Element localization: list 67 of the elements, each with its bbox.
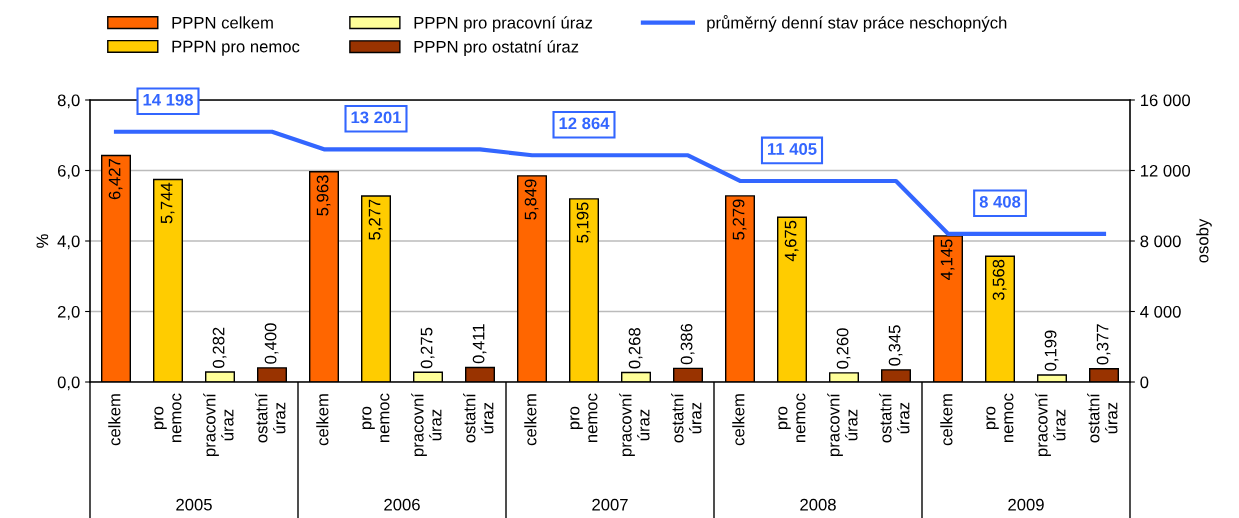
data-label: 5,963 <box>316 175 331 216</box>
y2-tick-label: 12 000 <box>1140 164 1191 177</box>
data-label: 0,345 <box>888 325 903 366</box>
legend-label: PPPN pro nemoc <box>172 40 300 56</box>
x-tick-label: celkem <box>108 394 121 446</box>
x-tick-label: pro nemoc <box>362 393 390 443</box>
x-tick-label: pro nemoc <box>986 393 1014 443</box>
data-label: 5,279 <box>732 199 747 240</box>
legend-label: PPPN celkem <box>172 16 273 29</box>
x-tick-label: pracovní úraz <box>1035 393 1066 456</box>
x-tick-label: celkem <box>316 394 329 446</box>
data-label: 0,411 <box>472 324 487 364</box>
x-tick-label: ostatní úraz <box>463 393 494 443</box>
legend-label: PPPN pro pracovní úraz <box>414 16 593 32</box>
data-label: 6,427 <box>108 159 123 200</box>
x-tick-label: ostatní úraz <box>1087 393 1118 443</box>
y-tick-label: 6,0 <box>57 164 80 179</box>
x-tick-label: celkem <box>524 394 537 446</box>
data-label: 0,400 <box>264 323 279 364</box>
x-tick-label: celkem <box>940 394 953 446</box>
data-label: 4,145 <box>940 239 955 281</box>
x-tick-label: pracovní úraz <box>203 393 234 456</box>
y-tick-label: 2,0 <box>57 305 80 320</box>
data-label: 13 201 <box>351 111 402 124</box>
data-label: 8 408 <box>979 195 1021 208</box>
x-tick-label: pro nemoc <box>154 393 182 443</box>
data-label: 11 405 <box>768 143 817 155</box>
legend-label: průměrný denní stav práce neschopných <box>707 15 1007 32</box>
x-tick-label: ostatní úraz <box>671 393 702 443</box>
y-tick-label: 0,0 <box>57 376 80 391</box>
data-label: 0,199 <box>1044 330 1059 371</box>
data-label: 12 864 <box>559 117 610 130</box>
data-label: 0,377 <box>1096 324 1111 365</box>
y2-tick-label: 8 000 <box>1140 235 1181 248</box>
data-label: 14 198 <box>143 93 193 106</box>
x-tick-label: pracovní úraz <box>619 393 650 456</box>
x-tick-label: pracovní úraz <box>411 393 442 456</box>
y2-tick-label: 4 000 <box>1140 305 1181 318</box>
data-label: 3,568 <box>992 259 1007 301</box>
data-label: 0,282 <box>212 327 227 368</box>
data-label: 0,260 <box>836 328 851 369</box>
text: 2006 <box>384 498 420 511</box>
legend-label: PPPN pro ostatní úraz <box>414 40 579 56</box>
text: 2005 <box>176 498 212 511</box>
y-tick-label: 4,0 <box>57 235 80 250</box>
data-label: 0,268 <box>628 328 643 369</box>
x-tick-label: celkem <box>732 394 745 446</box>
data-label: 0,275 <box>420 327 435 369</box>
x-tick-label: pro nemoc <box>778 393 806 443</box>
data-label: 4,675 <box>784 220 799 262</box>
x-tick-label: ostatní úraz <box>879 393 910 443</box>
x-tick-label: ostatní úraz <box>255 393 286 443</box>
text: 2008 <box>800 498 836 511</box>
data-label: 5,849 <box>524 179 539 220</box>
y-tick-label: 8,0 <box>57 94 80 109</box>
text: 2007 <box>592 498 628 511</box>
text: 2009 <box>1008 498 1044 511</box>
x-tick-label: pro nemoc <box>570 393 598 443</box>
y-axis-title: % <box>36 234 49 248</box>
y2-tick-label: 0 <box>1140 376 1149 389</box>
data-label: 0,386 <box>680 323 695 365</box>
data-label: 5,277 <box>368 199 383 240</box>
data-label: 5,744 <box>160 182 175 224</box>
data-label: 5,195 <box>576 202 591 243</box>
x-tick-label: pracovní úraz <box>827 393 858 456</box>
y2-axis-title: osoby <box>1196 218 1212 263</box>
y2-tick-label: 16 000 <box>1140 94 1191 107</box>
